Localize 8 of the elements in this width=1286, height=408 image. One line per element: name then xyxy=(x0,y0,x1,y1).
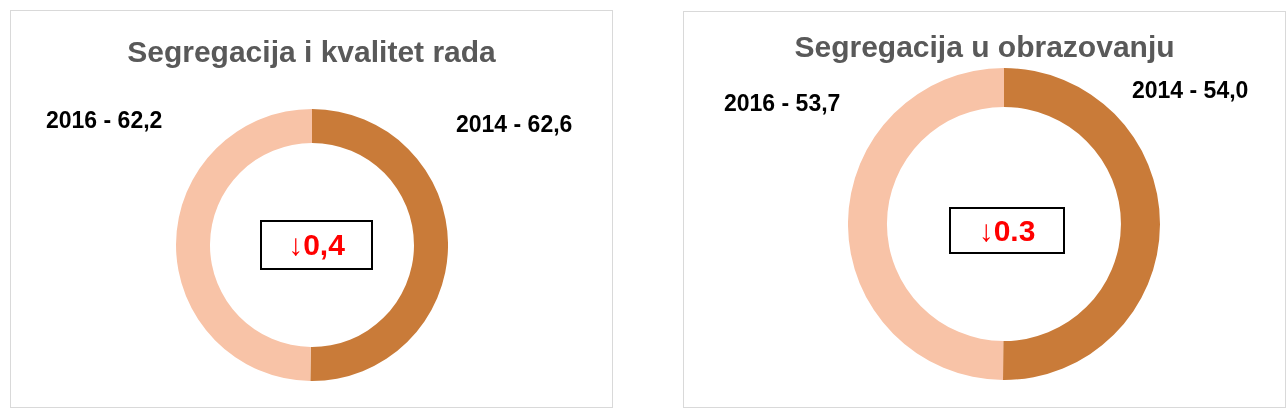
text-box: ↓0,4 xyxy=(260,220,373,270)
slice-label: 2016 - 62,2 xyxy=(46,107,163,134)
chart-title: Segregacija i kvalitet rada xyxy=(126,35,497,69)
chart-title: Segregacija u obrazovanju xyxy=(793,30,1176,64)
slice-label: 2016 - 53,7 xyxy=(724,90,841,117)
slice-label: 2014 - 62,6 xyxy=(456,111,573,138)
text-box: ↓0.3 xyxy=(949,207,1065,254)
slice-label: 2014 - 54,0 xyxy=(1132,77,1249,104)
